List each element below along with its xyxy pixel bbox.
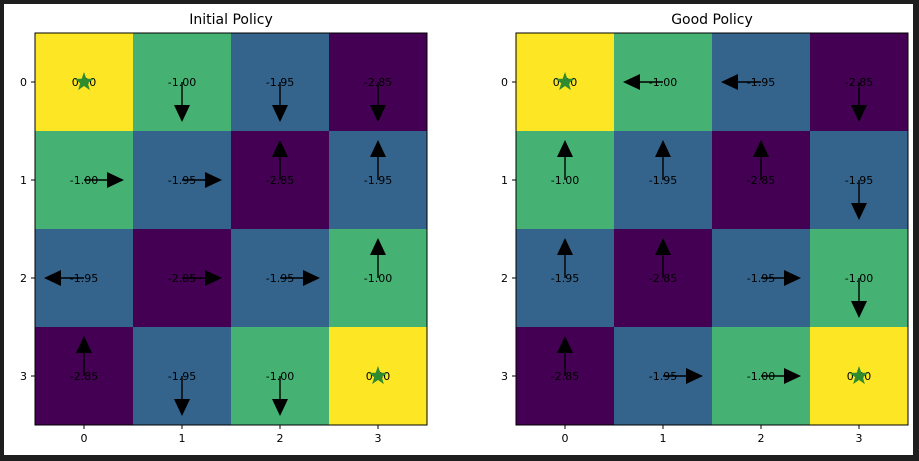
axes-frame [34, 32, 428, 426]
arrow-head [205, 172, 222, 188]
arrow-head [851, 203, 867, 220]
arrow-head [303, 270, 320, 286]
arrow-head [370, 105, 386, 122]
policy-arrow-down [174, 82, 190, 122]
arrow-head [851, 105, 867, 122]
arrow-head [753, 140, 769, 157]
y-tick-label: 1 [20, 174, 27, 187]
policy-arrow-up [655, 140, 671, 180]
cell-value-label: -2.85 [551, 370, 579, 383]
arrow-head [721, 74, 738, 90]
x-tick-label: 3 [375, 432, 382, 445]
policy-arrow-up [655, 238, 671, 278]
x-tick-label: 2 [277, 432, 284, 445]
arrow-head [174, 105, 190, 122]
arrow-head [107, 172, 124, 188]
terminal-star-marker [74, 72, 94, 91]
cell-value-label: -2.85 [747, 174, 775, 187]
chart-title: Good Policy [671, 12, 753, 28]
policy-arrow-down [851, 82, 867, 122]
policy-arrow-up [76, 336, 92, 376]
arrow-head [784, 368, 801, 384]
arrow-head [851, 301, 867, 318]
arrow-head [272, 399, 288, 416]
policy-arrow-up [557, 336, 573, 376]
x-tick-label: 1 [660, 432, 667, 445]
arrow-head [784, 270, 801, 286]
arrow-head [557, 336, 573, 353]
arrow-head [174, 399, 190, 416]
y-tick-label: 3 [501, 370, 508, 383]
chart-title: Initial Policy [189, 12, 272, 28]
policy-arrow-up [272, 140, 288, 180]
arrow-head [76, 336, 92, 353]
arrow-head [557, 140, 573, 157]
y-tick-label: 2 [501, 272, 508, 285]
arrow-head [370, 140, 386, 157]
y-tick-label: 3 [20, 370, 27, 383]
arrow-head [655, 140, 671, 157]
figure: 0.00-1.00-1.95-2.85-1.00-1.95-2.85-1.95-… [4, 4, 913, 455]
axes-frame [515, 32, 909, 426]
y-tick-label: 2 [20, 272, 27, 285]
policy-arrow-right [84, 172, 124, 188]
x-tick-label: 2 [758, 432, 765, 445]
arrow-head [272, 140, 288, 157]
policy-arrow-down [370, 82, 386, 122]
arrow-head [655, 238, 671, 255]
terminal-star-marker [555, 72, 575, 91]
policy-arrow-down [174, 376, 190, 416]
x-tick-label: 3 [856, 432, 863, 445]
arrow-head [557, 238, 573, 255]
x-tick-label: 0 [562, 432, 569, 445]
policy-arrow-down [851, 278, 867, 318]
arrow-head [44, 270, 61, 286]
x-tick-label: 0 [81, 432, 88, 445]
cell-value-label: -1.00 [551, 174, 579, 187]
policy-arrow-down [851, 180, 867, 220]
policy-arrow-right [761, 368, 801, 384]
arrow-head [686, 368, 703, 384]
policy-arrow-left [721, 74, 761, 90]
y-tick-label: 0 [501, 76, 508, 89]
policy-arrow-right [280, 270, 320, 286]
policy-arrow-left [44, 270, 84, 286]
cell-value-label: -1.00 [364, 272, 392, 285]
policy-arrow-down [272, 376, 288, 416]
policy-arrow-down [272, 82, 288, 122]
cell-value-label: -2.85 [266, 174, 294, 187]
policy-arrow-right [182, 270, 222, 286]
policy-arrow-left [623, 74, 663, 90]
policy-arrow-right [663, 368, 703, 384]
policy-arrow-up [370, 238, 386, 278]
arrow-head [205, 270, 222, 286]
policy-arrow-right [182, 172, 222, 188]
cell-value-label: -1.95 [364, 174, 392, 187]
policy-arrow-up [370, 140, 386, 180]
arrow-head [272, 105, 288, 122]
cell-value-label: -2.85 [70, 370, 98, 383]
cell-value-label: -1.95 [649, 174, 677, 187]
policy-arrow-up [753, 140, 769, 180]
x-tick-label: 1 [179, 432, 186, 445]
policy-arrow-up [557, 140, 573, 180]
y-tick-label: 1 [501, 174, 508, 187]
y-tick-label: 0 [20, 76, 27, 89]
figure-canvas: 0.00-1.00-1.95-2.85-1.00-1.95-2.85-1.95-… [20, 12, 909, 445]
arrow-head [370, 238, 386, 255]
cell-value-label: -2.85 [649, 272, 677, 285]
heatmap-panel-2: 0.00-1.00-1.95-2.85-1.00-1.95-2.85-1.95-… [501, 12, 909, 445]
heatmap-panel-1: 0.00-1.00-1.95-2.85-1.00-1.95-2.85-1.95-… [20, 12, 428, 445]
terminal-star-marker [849, 366, 869, 385]
policy-arrow-right [761, 270, 801, 286]
cell-value-label: -1.95 [551, 272, 579, 285]
terminal-star-marker [368, 366, 388, 385]
arrow-head [623, 74, 640, 90]
policy-arrow-up [557, 238, 573, 278]
